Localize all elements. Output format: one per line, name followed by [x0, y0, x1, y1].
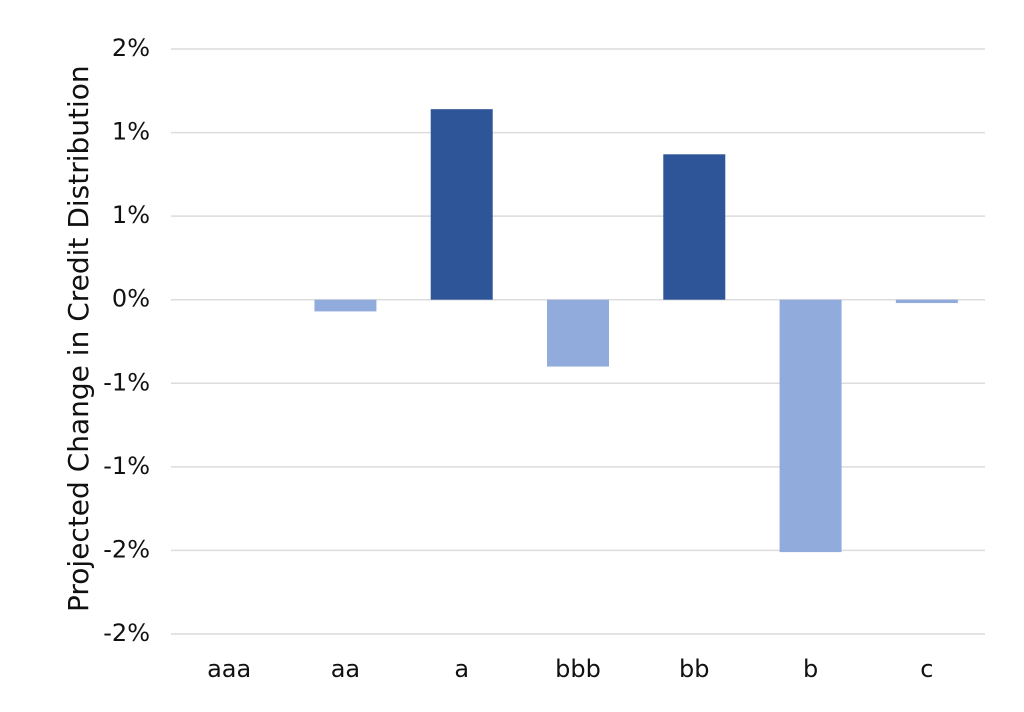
x-tick-label: aa — [331, 655, 360, 683]
bar — [895, 299, 958, 304]
y-tick-label: 1% — [112, 118, 150, 146]
y-tick-label: -2% — [103, 619, 150, 647]
x-tick-label: bbb — [555, 655, 601, 683]
y-axis-label: Projected Change in Credit Distribution — [62, 65, 95, 612]
x-tick-label: aaa — [207, 655, 251, 683]
x-tick-label: b — [803, 655, 818, 683]
bar — [314, 299, 377, 312]
bar — [779, 299, 842, 553]
y-tick-label: -2% — [103, 535, 150, 563]
bar — [430, 109, 493, 300]
x-tick-label: c — [920, 655, 933, 683]
x-tick-label: bb — [679, 655, 709, 683]
y-tick-label: -1% — [103, 452, 150, 480]
y-tick-label: 2% — [112, 34, 150, 62]
x-tick-label: a — [454, 655, 469, 683]
y-tick-label: -1% — [103, 368, 150, 396]
bar — [663, 154, 726, 300]
bar — [547, 299, 609, 367]
y-tick-label: 1% — [112, 201, 150, 229]
y-tick-label: 0% — [112, 285, 150, 313]
